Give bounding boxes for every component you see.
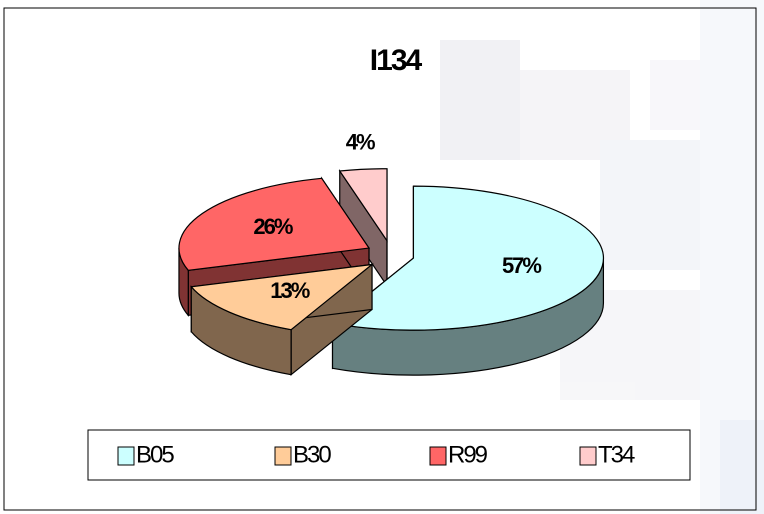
pie <box>178 168 605 376</box>
legend-label: T34 <box>598 441 635 468</box>
legend-label: R99 <box>448 441 488 468</box>
data-label: 26% <box>253 214 292 239</box>
chart-title: I134 <box>370 44 423 77</box>
legend-label: B30 <box>293 441 331 468</box>
legend-swatch <box>117 446 135 466</box>
background-blur <box>440 0 764 514</box>
slice <box>190 263 375 331</box>
slice <box>338 168 388 243</box>
data-label: 57% <box>502 253 541 278</box>
slice <box>178 177 371 271</box>
data-label: 4% <box>346 129 375 154</box>
slice <box>331 185 604 331</box>
legend-swatch <box>579 446 597 466</box>
legend-swatch <box>429 446 447 466</box>
legend-label: B05 <box>136 441 174 468</box>
chart-frame <box>3 7 757 511</box>
legend-swatch <box>274 446 292 466</box>
data-label: 13% <box>270 278 309 303</box>
